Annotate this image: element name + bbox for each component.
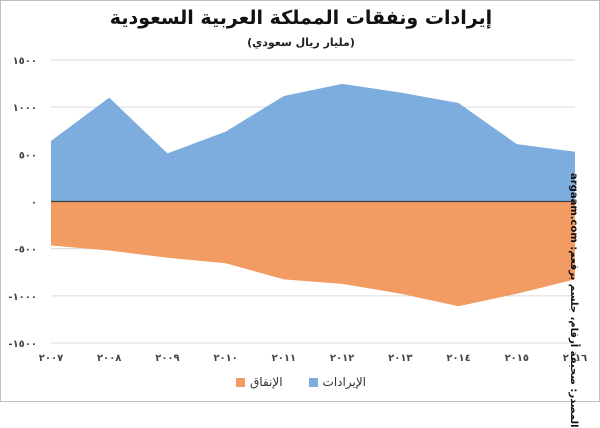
x-tick-label: ٢٠٠٨: [97, 353, 121, 364]
legend-swatch-expenditure: [236, 378, 245, 387]
chart-frame: إيرادات ونفقات المملكة العربية السعودية …: [0, 0, 600, 402]
x-tick-label: ٢٠٠٩: [155, 353, 179, 364]
legend: الإنفاق الإيرادات: [1, 375, 600, 389]
area-expenditure: [51, 202, 575, 307]
y-tick-label: -١٠٠٠: [8, 292, 37, 303]
x-tick-label: ٢٠١٢: [330, 353, 354, 364]
y-tick-label: ١٠٠٠: [13, 103, 37, 114]
plot-area: ١٥٠٠ ١٠٠٠ ٥٠٠ ٠ -٥٠٠ -١٠٠٠ -١٥٠٠ ٢٠٠٧ ٢٠٠٨ ٢٠٠٩ ٢…: [1, 1, 599, 401]
y-tick-labels: ١٥٠٠ ١٠٠٠ ٥٠٠ ٠ -٥٠٠ -١٠٠٠ -١٥٠٠: [8, 56, 37, 350]
x-tick-label: ٢٠١١: [272, 353, 296, 364]
y-tick-label: -٥٠٠: [15, 245, 37, 256]
x-tick-label: ٢٠١٤: [446, 353, 470, 364]
y-tick-label: ٠: [31, 198, 37, 209]
area-series: [51, 84, 575, 306]
legend-item-expenditure: الإنفاق: [236, 375, 283, 389]
source-note: argaam.com :المصدر: صحيفة أرقام، جلسم بر…: [568, 173, 579, 428]
legend-label-revenue: الإيرادات: [323, 375, 366, 389]
x-tick-label: ٢٠١٠: [213, 353, 237, 364]
x-tick-label: ٢٠٠٧: [39, 353, 63, 364]
y-tick-label: ٥٠٠: [19, 150, 37, 161]
x-tick-label: ٢٠١٣: [388, 353, 412, 364]
x-tick-label: ٢٠١٥: [505, 353, 529, 364]
area-revenue: [51, 84, 575, 202]
y-tick-label: -١٥٠٠: [8, 339, 37, 350]
legend-label-expenditure: الإنفاق: [250, 375, 283, 389]
y-tick-label: ١٥٠٠: [13, 56, 37, 67]
legend-item-revenue: الإيرادات: [309, 375, 366, 389]
legend-swatch-revenue: [309, 378, 318, 387]
